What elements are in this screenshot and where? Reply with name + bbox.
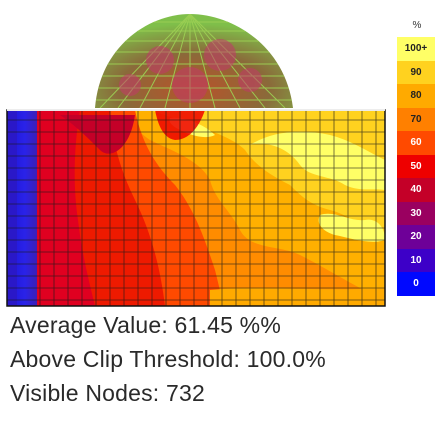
legend-swatch: 40 <box>397 178 435 202</box>
above-clip-threshold-text: Above Clip Threshold: 100.0% <box>10 346 326 372</box>
legend-unit-label: % <box>412 20 422 31</box>
legend-swatch: 90 <box>397 60 435 84</box>
legend-swatch: 20 <box>397 225 435 249</box>
legend-swatch: 100+ <box>397 37 435 61</box>
heat-plane <box>7 110 385 306</box>
legend-swatch: 0 <box>397 272 435 296</box>
legend-items: 100+ 90 80 70 60 50 40 30 20 10 0 <box>395 37 439 296</box>
legend-swatch: 30 <box>397 201 435 225</box>
visible-nodes-text: Visible Nodes: 732 <box>10 380 205 406</box>
legend-swatch: 60 <box>397 131 435 155</box>
legend-swatch: 10 <box>397 248 435 272</box>
average-value-text: Average Value: 61.45 %% <box>10 312 281 338</box>
dome-mesh <box>95 14 293 108</box>
legend-swatch: 50 <box>397 154 435 178</box>
heatmap-visualization <box>6 14 386 307</box>
color-legend: % 100+ 90 80 70 60 50 40 30 20 10 0 <box>395 15 439 296</box>
legend-swatch: 70 <box>397 107 435 131</box>
legend-swatch: 80 <box>397 84 435 108</box>
